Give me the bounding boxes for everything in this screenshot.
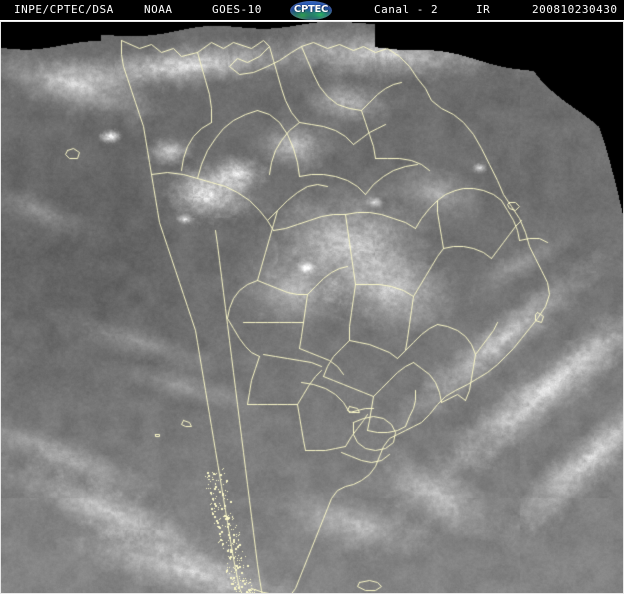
header-channel-label: Canal - 2 xyxy=(374,3,439,16)
satellite-image-frame xyxy=(0,21,624,594)
header-band-label: IR xyxy=(476,3,491,16)
header-satellite-label: GOES-10 xyxy=(212,3,262,16)
cptec-logo-oval xyxy=(290,1,332,20)
cptec-logo-label: CPTEC xyxy=(293,4,329,15)
image-header-bar: INPE/CPTEC/DSA NOAA GOES-10 CPTEC Canal … xyxy=(0,0,624,21)
satellite-ir-image xyxy=(1,22,623,593)
header-source-label: INPE/CPTEC/DSA xyxy=(14,3,114,16)
cptec-logo: CPTEC xyxy=(290,1,332,20)
header-agency-label: NOAA xyxy=(144,3,173,16)
header-datetime-label: 200810230430 xyxy=(532,3,618,16)
